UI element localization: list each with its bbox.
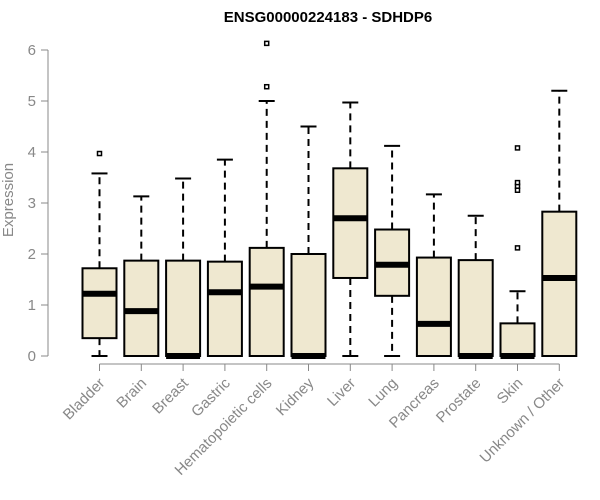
box-rect [165,259,202,358]
outlier-point [514,245,521,251]
y-axis: 0 1 2 3 4 5 6 [28,42,49,365]
x-tick-label: Bladder [60,375,109,424]
box-brain [123,195,160,358]
chart-title: ENSG00000224183 - SDHDP6 [224,9,432,26]
box-rect [248,246,285,358]
outlier-point [263,40,270,47]
y-tick-label: 5 [28,93,36,110]
box-prostate [457,214,494,359]
box-kidney [290,125,327,359]
box-rect [499,322,536,357]
y-axis-label: Expression [0,163,17,237]
box-rect [332,167,369,279]
outlier-point [514,145,521,151]
x-tick-label: Prostate [433,375,485,427]
y-tick-label: 3 [28,195,36,212]
y-tick-label: 4 [28,144,36,161]
box-rect [457,259,494,357]
x-tick-label: Lung [365,375,401,411]
outlier-point [514,179,521,186]
outlier-point [263,83,270,90]
outlier-point [96,150,103,157]
box-bladder [81,150,118,357]
box-rect [290,253,327,357]
y-tick-label: 6 [28,42,36,59]
box-hematopoietic-cells [248,40,285,358]
box-rect [541,210,578,357]
y-tick-label: 0 [28,348,36,365]
boxes-group [81,40,578,359]
box-breast [165,177,202,359]
x-tick-label: Skin [494,375,527,408]
x-tick-label: Kidney [273,374,318,419]
box-gastric [206,158,243,357]
y-tick-label: 1 [28,297,36,314]
x-tick-label: Brain [113,375,150,412]
box-rect [206,260,243,357]
box-liver [332,101,369,357]
y-tick-label: 2 [28,246,36,263]
x-tick-label: Liver [324,375,359,410]
box-rect [415,256,452,358]
box-rect [81,267,118,340]
x-tick-label: Breast [149,374,192,417]
box-lung [374,144,411,357]
box-unknown-other [541,89,578,357]
box-skin [499,145,536,359]
box-pancreas [415,193,452,358]
